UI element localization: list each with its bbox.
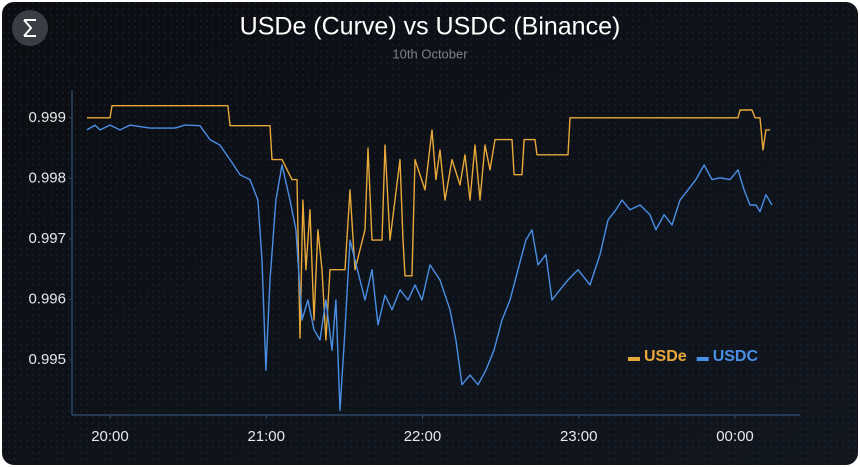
x-tick-label: 22:00 bbox=[404, 428, 442, 445]
series-line bbox=[86, 124, 773, 411]
legend-label: USDe bbox=[644, 348, 687, 365]
x-tick-label: 20:00 bbox=[91, 428, 129, 445]
series-line bbox=[87, 105, 770, 341]
legend-label: USDC bbox=[713, 348, 759, 365]
y-tick-label: 0.995 bbox=[28, 351, 66, 368]
chart-title: USDe (Curve) vs USDC (Binance) bbox=[240, 13, 621, 41]
x-tick-label: 21:00 bbox=[247, 428, 285, 445]
logo bbox=[12, 10, 48, 46]
x-tick-label: 00:00 bbox=[716, 428, 754, 445]
chart-subtitle: 10th October bbox=[392, 46, 468, 61]
y-tick-label: 0.996 bbox=[28, 290, 66, 307]
y-tick-label: 0.998 bbox=[28, 169, 66, 186]
x-tick-label: 23:00 bbox=[560, 428, 598, 445]
y-tick-label: 0.999 bbox=[28, 109, 66, 126]
y-tick-label: 0.997 bbox=[28, 230, 66, 247]
